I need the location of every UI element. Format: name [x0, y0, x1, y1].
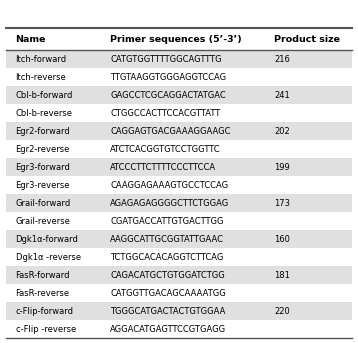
Text: 241: 241	[275, 91, 290, 100]
Text: GAGCCTCGCAGGACTATGAC: GAGCCTCGCAGGACTATGAC	[110, 91, 226, 100]
Text: 181: 181	[275, 271, 290, 280]
Bar	[6, 212, 352, 230]
Text: CATGTGGTTTTGGCAGTTTG: CATGTGGTTTTGGCAGTTTG	[110, 55, 222, 64]
Bar	[6, 266, 352, 284]
Bar	[6, 28, 352, 50]
Text: Name: Name	[16, 35, 46, 44]
Bar	[6, 122, 352, 140]
Bar	[6, 68, 352, 86]
Text: ATCTCACGGTGTCCTGGTTC: ATCTCACGGTGTCCTGGTTC	[110, 145, 221, 154]
Bar	[6, 248, 352, 266]
Text: 199: 199	[275, 163, 290, 172]
Text: Primer sequences (5’-3’): Primer sequences (5’-3’)	[110, 35, 242, 44]
Text: Product size: Product size	[275, 35, 340, 44]
Text: 220: 220	[275, 307, 290, 316]
Text: CGATGACCATTGTGACTTGG: CGATGACCATTGTGACTTGG	[110, 217, 223, 226]
Bar	[6, 230, 352, 248]
Text: TTGTAAGGTGGGAGGTCCAG: TTGTAAGGTGGGAGGTCCAG	[110, 73, 226, 82]
Text: CAAGGAGAAAGTGCCTCCAG: CAAGGAGAAAGTGCCTCCAG	[110, 181, 228, 190]
Text: AGGACATGAGTTCCGTGAGG: AGGACATGAGTTCCGTGAGG	[110, 325, 226, 334]
Text: CAGACATGCTGTGGATCTGG: CAGACATGCTGTGGATCTGG	[110, 271, 225, 280]
Bar	[6, 194, 352, 212]
Text: CATGGTTGACAGCAAAATGG: CATGGTTGACAGCAAAATGG	[110, 289, 226, 298]
Bar	[6, 50, 352, 68]
Text: Egr3-reverse: Egr3-reverse	[16, 181, 70, 190]
Text: c-Flip-forward: c-Flip-forward	[16, 307, 74, 316]
Text: FasR-reverse: FasR-reverse	[16, 289, 70, 298]
Text: 202: 202	[275, 127, 290, 136]
Text: Dgk1α-forward: Dgk1α-forward	[16, 235, 78, 244]
Bar	[6, 140, 352, 158]
Text: 160: 160	[275, 235, 290, 244]
Text: CAGGAGTGACGAAAGGAAGC: CAGGAGTGACGAAAGGAAGC	[110, 127, 231, 136]
Bar	[6, 320, 352, 338]
Text: 173: 173	[275, 199, 290, 208]
Bar	[6, 158, 352, 176]
Text: c-Flip -reverse: c-Flip -reverse	[16, 325, 76, 334]
Bar	[6, 176, 352, 194]
Text: AGAGAGAGGGGCTTCTGGAG: AGAGAGAGGGGCTTCTGGAG	[110, 199, 229, 208]
Text: Egr3-forward: Egr3-forward	[16, 163, 71, 172]
Text: Cbl-b-reverse: Cbl-b-reverse	[16, 109, 73, 118]
Bar	[6, 104, 352, 122]
Text: Itch-forward: Itch-forward	[16, 55, 67, 64]
Text: FasR-forward: FasR-forward	[16, 271, 70, 280]
Text: Grail-reverse: Grail-reverse	[16, 217, 71, 226]
Text: Egr2-forward: Egr2-forward	[16, 127, 71, 136]
Text: ATCCCTTCTTTTCCCTTCCA: ATCCCTTCTTTTCCCTTCCA	[110, 163, 216, 172]
Bar	[6, 86, 352, 104]
Text: Grail-forward: Grail-forward	[16, 199, 71, 208]
Text: Dgk1α -reverse: Dgk1α -reverse	[16, 253, 81, 262]
Text: 216: 216	[275, 55, 290, 64]
Bar	[6, 302, 352, 320]
Text: Cbl-b-forward: Cbl-b-forward	[16, 91, 73, 100]
Text: CTGGCCACTTCCACGTTATT: CTGGCCACTTCCACGTTATT	[110, 109, 220, 118]
Text: TGGGCATGACTACTGTGGAA: TGGGCATGACTACTGTGGAA	[110, 307, 226, 316]
Text: AAGGCATTGCGGTATTGAAC: AAGGCATTGCGGTATTGAAC	[110, 235, 224, 244]
Text: Itch-reverse: Itch-reverse	[16, 73, 66, 82]
Text: TCTGGCACACAGGTCTTCAG: TCTGGCACACAGGTCTTCAG	[110, 253, 223, 262]
Text: Egr2-reverse: Egr2-reverse	[16, 145, 70, 154]
Bar	[6, 284, 352, 302]
